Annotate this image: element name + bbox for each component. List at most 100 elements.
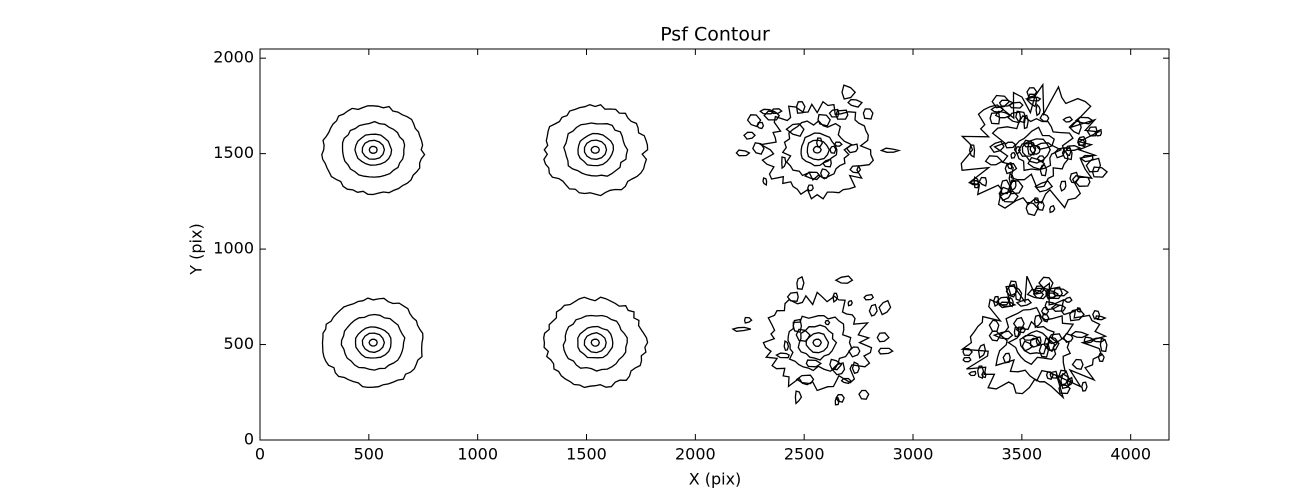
contour-line <box>743 131 756 140</box>
contour-line <box>847 299 853 307</box>
contour-line <box>1015 326 1027 334</box>
contour-line <box>1068 119 1082 135</box>
contour-line <box>577 132 615 167</box>
contour-line <box>1045 289 1060 299</box>
contour-line <box>863 293 875 301</box>
psf-contour <box>731 275 894 406</box>
contour-line <box>1066 376 1074 387</box>
contour-line <box>1008 101 1024 109</box>
contour-line <box>1058 384 1071 395</box>
contour-line <box>321 297 424 389</box>
contour-line <box>989 140 1005 154</box>
contour-line <box>998 301 1017 309</box>
contour-line <box>1026 87 1038 98</box>
contour-line <box>1021 334 1040 341</box>
contour-line <box>962 347 973 357</box>
x-tick-label: 2000 <box>675 445 716 464</box>
contour-line <box>1026 288 1045 300</box>
contour-line <box>1005 283 1018 298</box>
x-tick-label: 500 <box>354 445 385 464</box>
contour-line <box>1012 316 1025 331</box>
contour-line <box>1023 114 1029 130</box>
contour-line <box>845 143 859 154</box>
x-tick-label: 0 <box>255 445 265 464</box>
contour-line <box>1081 381 1088 392</box>
contour-line <box>805 359 823 368</box>
contour-line <box>1036 155 1046 163</box>
contour-line <box>1039 112 1050 122</box>
contour-line <box>796 275 805 291</box>
contour-line <box>1013 326 1020 338</box>
contour-line <box>1057 369 1070 386</box>
contour-line <box>562 314 628 372</box>
contour-line <box>590 338 600 347</box>
contour-line <box>1094 315 1107 321</box>
contour-line <box>812 145 822 154</box>
contour-line <box>1092 309 1101 320</box>
contour-line <box>1054 147 1065 159</box>
contour-line <box>1010 151 1017 159</box>
contour-line <box>829 145 837 154</box>
contour-line <box>1015 298 1033 307</box>
contour-line <box>1089 337 1107 343</box>
contour-line <box>771 108 783 115</box>
contour-line <box>828 108 840 118</box>
contour-line <box>988 319 1000 332</box>
contour-line <box>1035 336 1042 347</box>
contour-line <box>781 156 787 170</box>
contour-line <box>1035 142 1054 151</box>
contour-line <box>775 352 790 359</box>
contour-line <box>992 330 1014 340</box>
contour-line <box>878 299 892 316</box>
contour-line <box>824 320 831 326</box>
contour-line <box>806 184 814 192</box>
contour-line <box>758 100 875 200</box>
contour-line <box>973 176 980 189</box>
contour-line <box>1076 307 1082 313</box>
chart-title: Psf Contour <box>660 24 770 46</box>
contour-line <box>1085 157 1102 173</box>
contour-line <box>763 110 781 121</box>
contour-line <box>795 374 815 385</box>
psf-contour <box>960 82 1109 217</box>
contour-line <box>783 340 790 351</box>
contour-line <box>812 338 823 347</box>
contour-line <box>577 325 614 359</box>
contour-line <box>1059 180 1067 192</box>
contour-line <box>1034 285 1045 295</box>
contour-line <box>1083 336 1096 344</box>
contour-line <box>835 109 849 120</box>
contour-line <box>590 145 600 154</box>
contour-line <box>1033 314 1043 329</box>
contour-line <box>834 275 854 284</box>
contour-line <box>800 132 838 167</box>
x-tick-label: 1000 <box>457 445 498 464</box>
psf-contour <box>735 84 902 200</box>
contour-line <box>361 139 386 160</box>
contour-line <box>1022 139 1035 148</box>
contour-line <box>977 365 985 380</box>
contour-line <box>1062 116 1074 123</box>
contour-line <box>762 177 768 186</box>
contour-line <box>341 120 406 178</box>
contour-line <box>1021 138 1051 164</box>
contour-line <box>1009 179 1024 195</box>
contour-line <box>968 180 980 186</box>
contour-line <box>806 139 831 161</box>
contour-line <box>1006 161 1013 170</box>
contour-line <box>1061 147 1073 161</box>
contour-line <box>868 303 878 317</box>
contour-line <box>977 343 987 359</box>
contour-line <box>877 347 894 355</box>
contour-line <box>1074 116 1094 125</box>
contour-line <box>756 121 765 130</box>
contour-line <box>840 377 852 385</box>
contour-line <box>1015 145 1021 155</box>
contour-line <box>321 105 426 196</box>
contour-line <box>1004 163 1018 175</box>
x-tick-label: 3000 <box>893 445 934 464</box>
contour-line <box>543 296 649 389</box>
contour-line <box>354 133 393 166</box>
contour-line <box>862 108 874 120</box>
